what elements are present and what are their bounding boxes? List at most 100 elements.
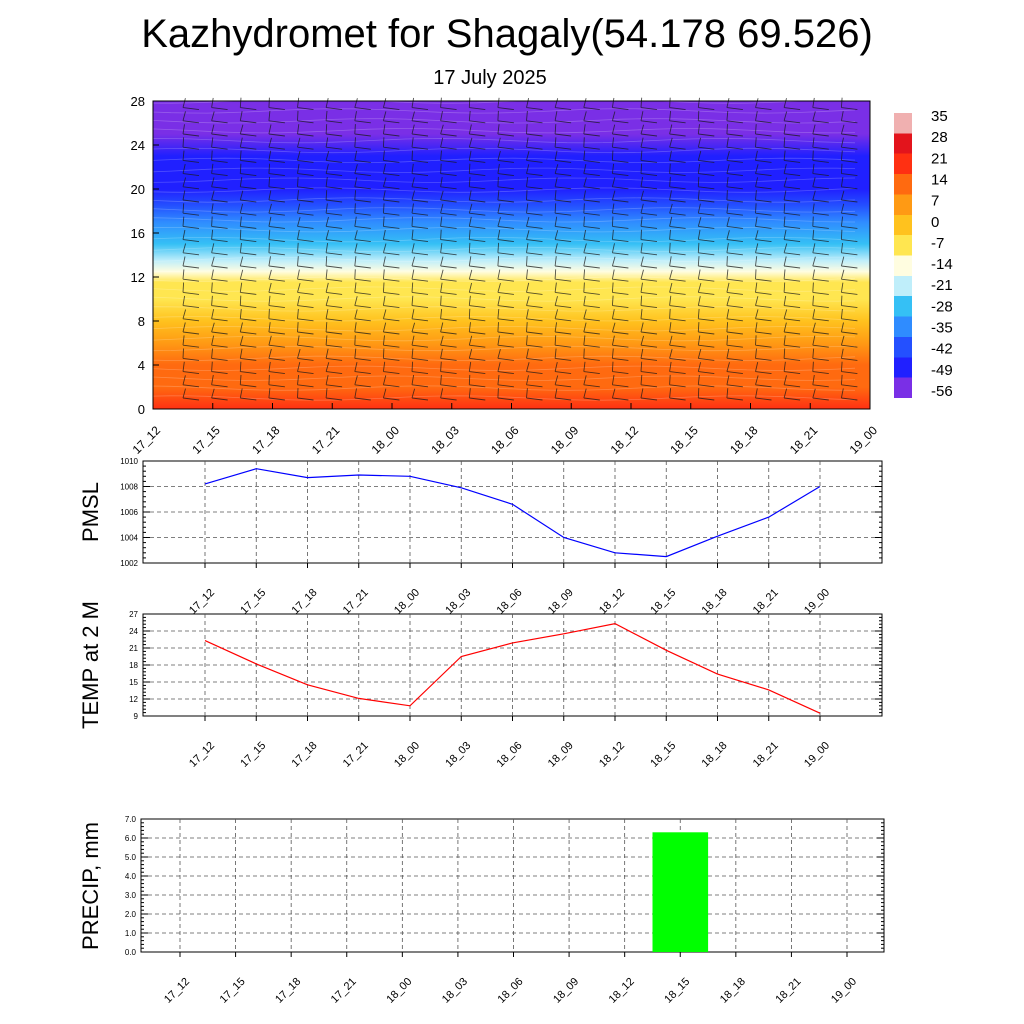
- precip-panel: 0.0 1.0 2.0 3.0 4.0 5.0 6.0 7.0 17_12 17_15 17_18 1…: [78, 815, 885, 1006]
- wind-barb: [697, 242, 715, 256]
- wind-barb: [325, 309, 343, 322]
- wind-barb: [239, 269, 257, 282]
- wind-barb: [182, 322, 200, 335]
- contour-line: [152, 98, 856, 104]
- wind-barb: [382, 375, 400, 388]
- wind-barb: [211, 335, 228, 348]
- wind-barb: [325, 190, 343, 203]
- wind-barb: [497, 282, 514, 295]
- wind-barb: [382, 295, 400, 309]
- wind-barb: [554, 164, 572, 177]
- wind-barb: [411, 150, 429, 163]
- wind-barb: [211, 111, 228, 124]
- wind-barb: [211, 295, 228, 309]
- x-tick-label: 18_03: [440, 976, 470, 1006]
- contour-line: [152, 385, 856, 391]
- wind-barb: [411, 97, 429, 111]
- x-tick-label: 18_09: [551, 976, 581, 1006]
- wind-barb: [611, 111, 629, 124]
- wind-barb: [382, 282, 400, 295]
- wind-barb: [583, 124, 600, 137]
- wind-barb: [411, 216, 429, 229]
- wind-barb: [211, 309, 228, 322]
- wind-barb: [583, 243, 600, 256]
- contour-line: [152, 335, 856, 342]
- wind-barb: [812, 256, 829, 269]
- wind-barb: [726, 348, 743, 361]
- wind-barb: [468, 322, 486, 335]
- x-tick-label: 17_15: [238, 740, 268, 770]
- wind-barb: [812, 361, 829, 375]
- wind-barb: [755, 137, 772, 150]
- wind-barb: [325, 362, 343, 375]
- contour-line: [152, 128, 856, 134]
- wind-barb: [297, 296, 314, 309]
- wind-barb: [669, 124, 686, 137]
- x-tick-label: 18_15: [667, 423, 701, 457]
- wind-barb: [726, 282, 743, 295]
- wind-barb: [640, 150, 658, 163]
- wind-barb: [812, 163, 829, 177]
- wind-barb: [669, 163, 686, 177]
- contour-line: [152, 365, 856, 371]
- wind-barb: [440, 388, 457, 401]
- wind-barb: [783, 322, 801, 335]
- colorbar-label: 14: [931, 171, 948, 188]
- wind-barb: [554, 256, 572, 269]
- x-tick-label: 17_18: [290, 740, 320, 770]
- colorbar-label: -49: [931, 362, 953, 379]
- wind-barb: [583, 177, 600, 190]
- wind-barb: [640, 322, 658, 335]
- wind-barb: [583, 137, 600, 150]
- wind-barb: [440, 282, 457, 295]
- wind-barb: [611, 335, 629, 348]
- wind-barb: [526, 230, 543, 243]
- contour-line: [152, 296, 856, 302]
- wind-barb: [669, 229, 686, 243]
- wind-barb: [554, 269, 572, 282]
- wind-barb: [182, 295, 200, 309]
- wind-barb: [640, 374, 658, 388]
- wind-barb: [325, 124, 343, 137]
- wind-barb: [726, 256, 743, 269]
- wind-barb: [726, 124, 743, 137]
- wind-barb: [840, 177, 858, 190]
- colorbar-label: 0: [931, 214, 939, 231]
- wind-barb: [812, 322, 829, 335]
- wind-barb: [211, 190, 228, 203]
- wind-barb: [669, 269, 686, 282]
- y-tick-label: 1008: [120, 483, 138, 492]
- wind-barb: [583, 111, 600, 124]
- wind-barb: [440, 111, 457, 124]
- wind-barb: [211, 361, 228, 375]
- plot-frame: [140, 818, 885, 953]
- wind-barb: [411, 111, 429, 124]
- wind-barb: [583, 98, 600, 111]
- y-axis-label: PRECIP, mm: [78, 822, 103, 950]
- wind-barb: [812, 111, 829, 124]
- contour-line: [152, 137, 856, 144]
- wind-barb: [640, 163, 658, 177]
- wind-barb: [325, 296, 343, 309]
- wind-barb: [297, 150, 314, 163]
- wind-barb: [211, 322, 228, 335]
- wind-barb: [783, 137, 801, 150]
- wind-barb: [325, 216, 343, 229]
- wind-barb: [554, 230, 572, 243]
- wind-barb: [526, 216, 543, 229]
- wind-barb: [840, 150, 858, 163]
- contour-line: [152, 395, 856, 401]
- wind-barb: [497, 374, 514, 388]
- wind-barb: [297, 322, 314, 335]
- wind-barb: [440, 269, 457, 282]
- wind-barb: [325, 230, 343, 243]
- wind-barb: [211, 203, 228, 216]
- wind-barb: [440, 163, 457, 177]
- x-tick-label: 18_21: [751, 740, 781, 770]
- wind-barb: [783, 203, 801, 216]
- wind-barb: [182, 269, 200, 282]
- wind-barb: [354, 230, 371, 243]
- wind-barb: [497, 308, 514, 322]
- wind-barb: [840, 282, 858, 295]
- x-tick-label: 18_15: [648, 740, 678, 770]
